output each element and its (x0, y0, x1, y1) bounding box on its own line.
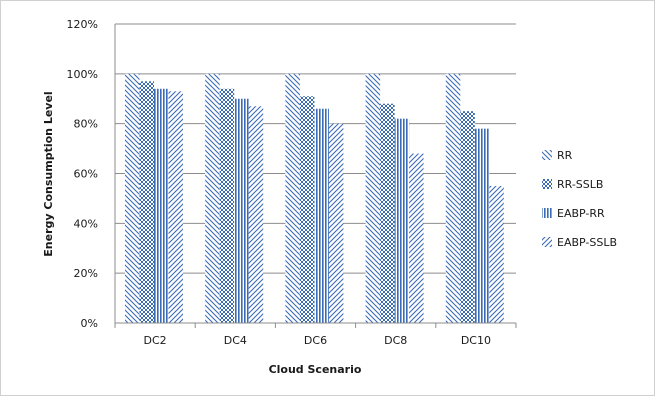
bar-rr-sslb-dc8 (380, 103, 395, 323)
y-tick-label: 20% (74, 267, 98, 280)
bar-rr-sslb-dc10 (460, 111, 475, 323)
bar-eabp-sslb-dc2 (168, 91, 183, 324)
bar-rr-sslb-dc6 (299, 96, 315, 323)
y-tick-label: 0% (81, 317, 98, 330)
bar-rr-dc6 (285, 73, 300, 323)
bar-rr-dc4 (205, 73, 220, 323)
bar-eabp-rr-dc6 (314, 108, 329, 323)
axes: 0% 20% 40% 60% 80% 100% 120% DC2 DC4 DC6 DC8 DC10 (67, 18, 517, 347)
bar-eabp-sslb-dc6 (328, 123, 344, 324)
legend-swatch (542, 150, 552, 160)
bar-rr-dc10 (445, 73, 461, 323)
bar-eabp-sslb-dc8 (409, 153, 424, 323)
y-tick-label: 40% (74, 217, 98, 230)
x-tick-label: DC6 (304, 334, 327, 347)
y-tick-label: 120% (67, 18, 98, 31)
bar-rr-sslb-dc4 (219, 88, 235, 324)
x-tick-label: DC8 (384, 334, 407, 347)
bar-eabp-rr-dc4 (234, 98, 249, 323)
legend-label: RR-SSLB (557, 178, 603, 191)
x-tick-label: DC2 (144, 334, 167, 347)
x-tick-label: DC10 (461, 334, 491, 347)
legend-swatch (542, 237, 552, 247)
legend: RR RR-SSLB EABP-RR EABP-SSLB (542, 149, 617, 249)
bar-eabp-rr-dc8 (394, 118, 410, 323)
y-tick-label: 100% (67, 68, 98, 81)
bars (125, 73, 504, 324)
y-axis-title: Energy Consumption Level (42, 91, 55, 256)
legend-label: EABP-SSLB (557, 236, 617, 249)
bar-rr-dc8 (365, 73, 381, 323)
bar-rr-dc2 (125, 73, 140, 323)
x-axis-title: Cloud Scenario (269, 363, 362, 376)
legend-swatch (542, 208, 552, 218)
bar-eabp-rr-dc10 (474, 128, 490, 323)
y-tick-label: 60% (74, 168, 98, 181)
y-tick-label: 80% (74, 118, 98, 131)
bar-eabp-sslb-dc4 (248, 106, 264, 323)
legend-label: RR (557, 149, 573, 162)
legend-swatch (542, 179, 552, 189)
legend-label: EABP-RR (557, 207, 605, 220)
x-tick-label: DC4 (224, 334, 247, 347)
bar-rr-sslb-dc2 (139, 81, 154, 323)
bar-eabp-rr-dc2 (154, 88, 169, 324)
bar-eabp-sslb-dc10 (489, 185, 504, 323)
